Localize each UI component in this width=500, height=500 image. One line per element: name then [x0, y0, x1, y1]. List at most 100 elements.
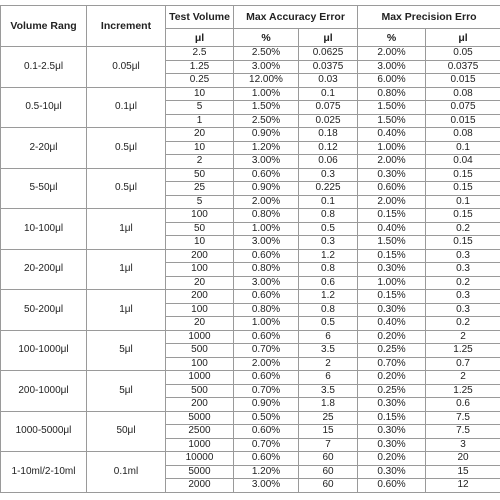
data-cell: 0.60%	[233, 329, 299, 344]
data-cell: 1000	[165, 370, 234, 385]
data-cell: 1.2	[297, 289, 359, 304]
data-cell: 0.3	[297, 167, 359, 182]
data-row: 20-200μl 1μl 200 0.60% 1.2 0.15% 0.3	[0, 248, 500, 290]
data-cell: 0.30%	[357, 397, 427, 412]
data-cell: 5000	[165, 464, 234, 479]
data-cell: 0.30%	[357, 167, 427, 182]
data-cell: 1.00%	[233, 221, 299, 236]
data-row: 50-200μl 1μl 200 0.60% 1.2 0.15% 0.3	[0, 289, 500, 331]
data-cell: 0.60%	[233, 167, 299, 182]
data-cell: 2.00%	[357, 194, 427, 209]
subheader-row: μl% μl% μl	[1, 28, 500, 47]
data-cell: 0.3	[297, 235, 359, 250]
data-cell: 0.25%	[357, 343, 427, 358]
data-cell: 0.80%	[233, 208, 299, 223]
data-cell: 0.2	[425, 316, 500, 331]
data-cell: 3.00%	[233, 59, 299, 74]
data-cell: 0.15%	[357, 208, 427, 223]
data-cell: 0.2	[425, 275, 500, 290]
subheader-cell: μl	[297, 28, 359, 47]
data-cell: 25	[297, 410, 359, 425]
subheader-cell: μl	[425, 28, 500, 47]
data-cell: 3.5	[297, 383, 359, 398]
volume-range: 50-200μl	[0, 289, 87, 331]
data-cell: 7	[297, 437, 359, 452]
data-cell: 1.8	[297, 397, 359, 412]
data-cell: 0.15	[425, 181, 500, 196]
data-cell: 0.30%	[357, 302, 427, 317]
data-cell: 0.12	[297, 140, 359, 155]
data-cell: 0.80%	[233, 262, 299, 277]
increment: 0.1ml	[86, 451, 166, 493]
data-row: 0.5-10μl 0.1μl 10 1.00% 0.1 0.80% 0.08	[0, 86, 500, 128]
data-cell: 0.20%	[357, 370, 427, 385]
volume-range: 5-50μl	[0, 167, 87, 209]
volume-range: 200-1000μl	[0, 370, 87, 412]
data-cell: 1.00%	[233, 86, 299, 101]
data-cell: 3.00%	[233, 478, 299, 493]
data-cell: 0.30%	[357, 437, 427, 452]
data-cell: 0.08	[425, 127, 500, 142]
data-row: 10-100μl 1μl 100 0.80% 0.8 0.15% 0.15	[0, 208, 500, 250]
data-cell: 0.15	[425, 167, 500, 182]
header-cell: Max Precision Erro	[357, 5, 500, 29]
data-row: 100-1000μl 5μl 1000 0.60% 6 0.20% 2	[0, 329, 500, 371]
volume-range: 2-20μl	[0, 127, 87, 169]
data-cell: 60	[297, 478, 359, 493]
data-row: 5 1.50% 0.075 1.50% 0.075	[1, 100, 500, 115]
data-cell: 0.60%	[233, 248, 299, 263]
data-cell: 0.15%	[357, 410, 427, 425]
header-cell: Volume Rang	[0, 5, 87, 47]
data-cell: 0.30%	[357, 464, 427, 479]
data-cell: 3.00%	[233, 154, 299, 169]
data-cell: 1.00%	[357, 275, 427, 290]
data-cell: 15	[425, 464, 500, 479]
increment: 0.1μl	[86, 86, 166, 128]
data-cell: 3.00%	[233, 275, 299, 290]
data-row: 1000-5000μl 50μl 5000 0.50% 25 0.15% 7.5	[0, 410, 500, 452]
data-row: 0.1-2.5μl 0.05μl 2.5 2.50% 0.0625 2.00% 0.05	[0, 46, 500, 88]
data-cell: 0.7	[425, 356, 500, 371]
header-cell: Max Accuracy Error	[232, 5, 359, 29]
data-row: 25 0.90% 0.225 0.60% 0.15	[1, 181, 500, 196]
data-cell: 50	[165, 221, 234, 236]
data-cell: 10000	[165, 451, 234, 466]
data-cell: 0.30%	[357, 262, 427, 277]
increment: 0.05μl	[86, 46, 166, 88]
data-cell: 1.20%	[233, 464, 299, 479]
volume-range: 1000-5000μl	[0, 410, 87, 452]
data-row: 2000 3.00% 60 0.60% 12	[1, 478, 500, 493]
data-cell: 2.00%	[233, 194, 299, 209]
data-cell: 0.15%	[357, 289, 427, 304]
data-cell: 50	[165, 167, 234, 182]
data-row: 50 1.00% 0.5 0.40% 0.2	[1, 221, 500, 236]
data-cell: 0.5	[297, 316, 359, 331]
data-cell: 2.00%	[357, 154, 427, 169]
data-cell: 2	[425, 329, 500, 344]
data-cell: 0.90%	[233, 181, 299, 196]
data-cell: 7.5	[425, 424, 500, 439]
data-cell: 0.6	[297, 275, 359, 290]
data-cell: 0.015	[425, 113, 500, 128]
data-cell: 1.00%	[357, 140, 427, 155]
data-cell: 3.00%	[233, 235, 299, 250]
data-cell: 0.60%	[357, 478, 427, 493]
data-row: 5000 1.20% 60 0.30% 15	[1, 464, 500, 479]
data-cell: 2000	[165, 478, 234, 493]
data-cell: 3	[425, 437, 500, 452]
data-cell: 0.18	[297, 127, 359, 142]
subheader-cell: μl	[165, 28, 234, 47]
data-cell: 20	[425, 451, 500, 466]
data-cell: 0.8	[297, 208, 359, 223]
data-row: 200-1000μl 5μl 1000 0.60% 6 0.20% 2	[0, 370, 500, 412]
data-cell: 0.1	[425, 140, 500, 155]
data-cell: 1000	[165, 437, 234, 452]
data-cell: 0.08	[425, 86, 500, 101]
data-cell: 2.00%	[233, 356, 299, 371]
data-cell: 10	[165, 86, 234, 101]
data-cell: 0.20%	[357, 451, 427, 466]
data-cell: 200	[165, 289, 234, 304]
data-cell: 0.075	[297, 100, 359, 115]
data-row: 20 1.00% 0.5 0.40% 0.2	[1, 316, 500, 331]
data-cell: 1.25	[425, 343, 500, 358]
